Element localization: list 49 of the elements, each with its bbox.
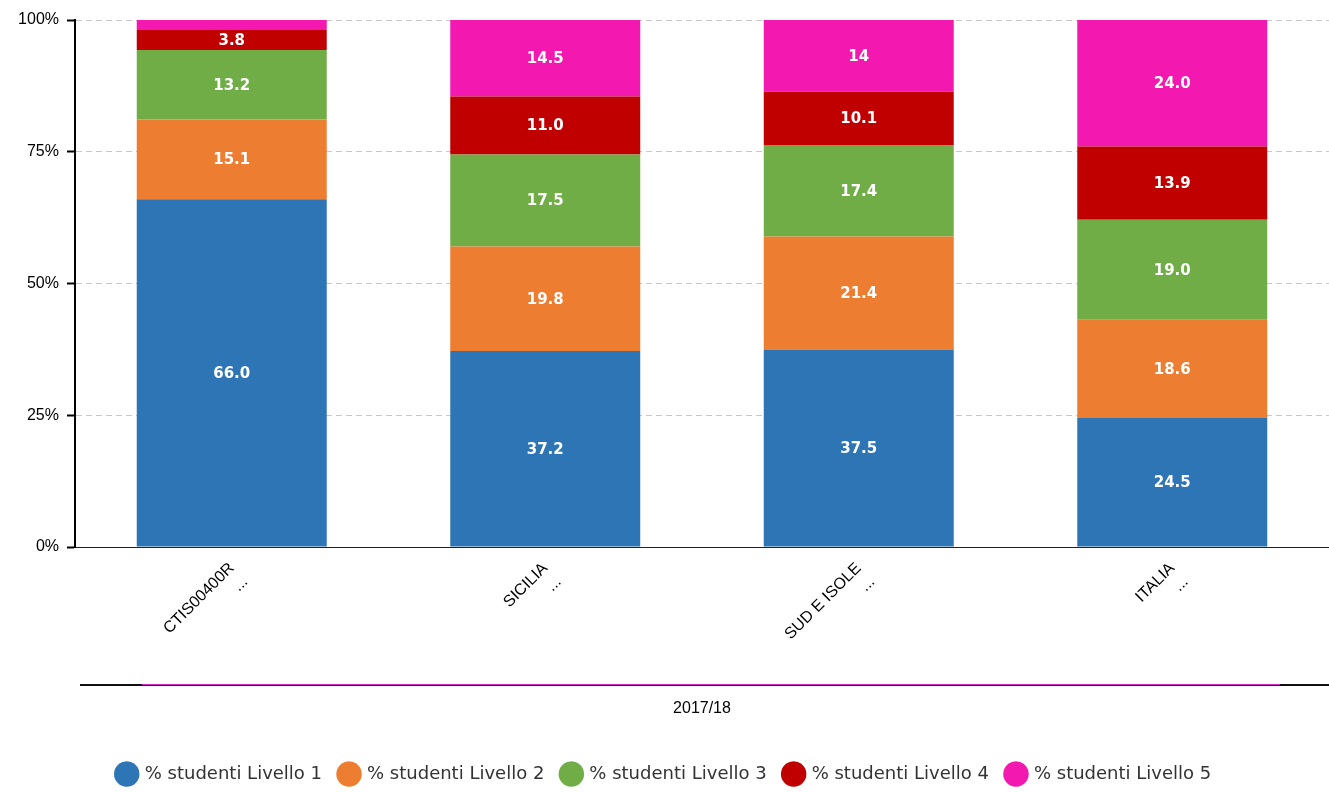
data-label: 24.0 — [1153, 74, 1191, 93]
data-label: 3.8 — [218, 30, 246, 49]
data-label: 21.4 — [840, 283, 878, 302]
legend-label: % studenti Livello 5 — [1033, 761, 1212, 783]
data-label: 24.5 — [1153, 473, 1191, 492]
x-axis-title: 2017/18 — [673, 698, 732, 716]
bar — [450, 350, 641, 547]
data-label: 37.2 — [526, 439, 564, 458]
bar — [1077, 417, 1268, 547]
legend-label: % studenti Livello 4 — [811, 761, 989, 783]
data-label: 17.5 — [526, 191, 564, 210]
data-label: 19.8 — [526, 289, 564, 308]
data-label: 18.6 — [1153, 359, 1191, 378]
bar — [450, 96, 641, 155]
y-tick-label: 50% — [26, 273, 59, 291]
legend-label: % studenti Livello 2 — [367, 761, 545, 783]
bar — [763, 349, 954, 547]
bar — [450, 154, 641, 247]
data-label: 15.1 — [213, 150, 251, 169]
data-label: 19.0 — [1153, 260, 1191, 279]
data-label: 17.4 — [840, 181, 878, 200]
bar — [1077, 219, 1268, 320]
bar — [763, 236, 954, 350]
legend-label: % studenti Livello 1 — [144, 761, 323, 783]
data-label: 13.2 — [213, 75, 251, 94]
bar — [136, 199, 327, 547]
bar — [136, 119, 327, 200]
bar — [1077, 146, 1268, 220]
bar — [763, 144, 954, 237]
data-label: 37.5 — [840, 438, 878, 457]
legend-label: % studenti Livello 3 — [589, 761, 767, 783]
y-tick-label: 25% — [26, 405, 59, 423]
bar — [136, 20, 327, 31]
y-tick-label: 75% — [26, 142, 59, 160]
data-label: 66.0 — [213, 363, 251, 382]
y-tick-label: 0% — [35, 537, 59, 555]
bar — [1077, 20, 1268, 147]
data-label: 14.5 — [526, 49, 564, 68]
data-label: 13.9 — [1153, 174, 1191, 192]
data-label: 14 — [848, 46, 870, 65]
data-label: 10.1 — [840, 109, 878, 128]
bar — [450, 246, 641, 351]
y-tick-label: 100% — [18, 10, 59, 28]
bar — [136, 50, 327, 120]
bar — [763, 91, 954, 145]
bar — [450, 20, 641, 97]
bar — [136, 30, 327, 51]
data-label: 11.0 — [526, 116, 564, 135]
bar — [1077, 319, 1268, 418]
